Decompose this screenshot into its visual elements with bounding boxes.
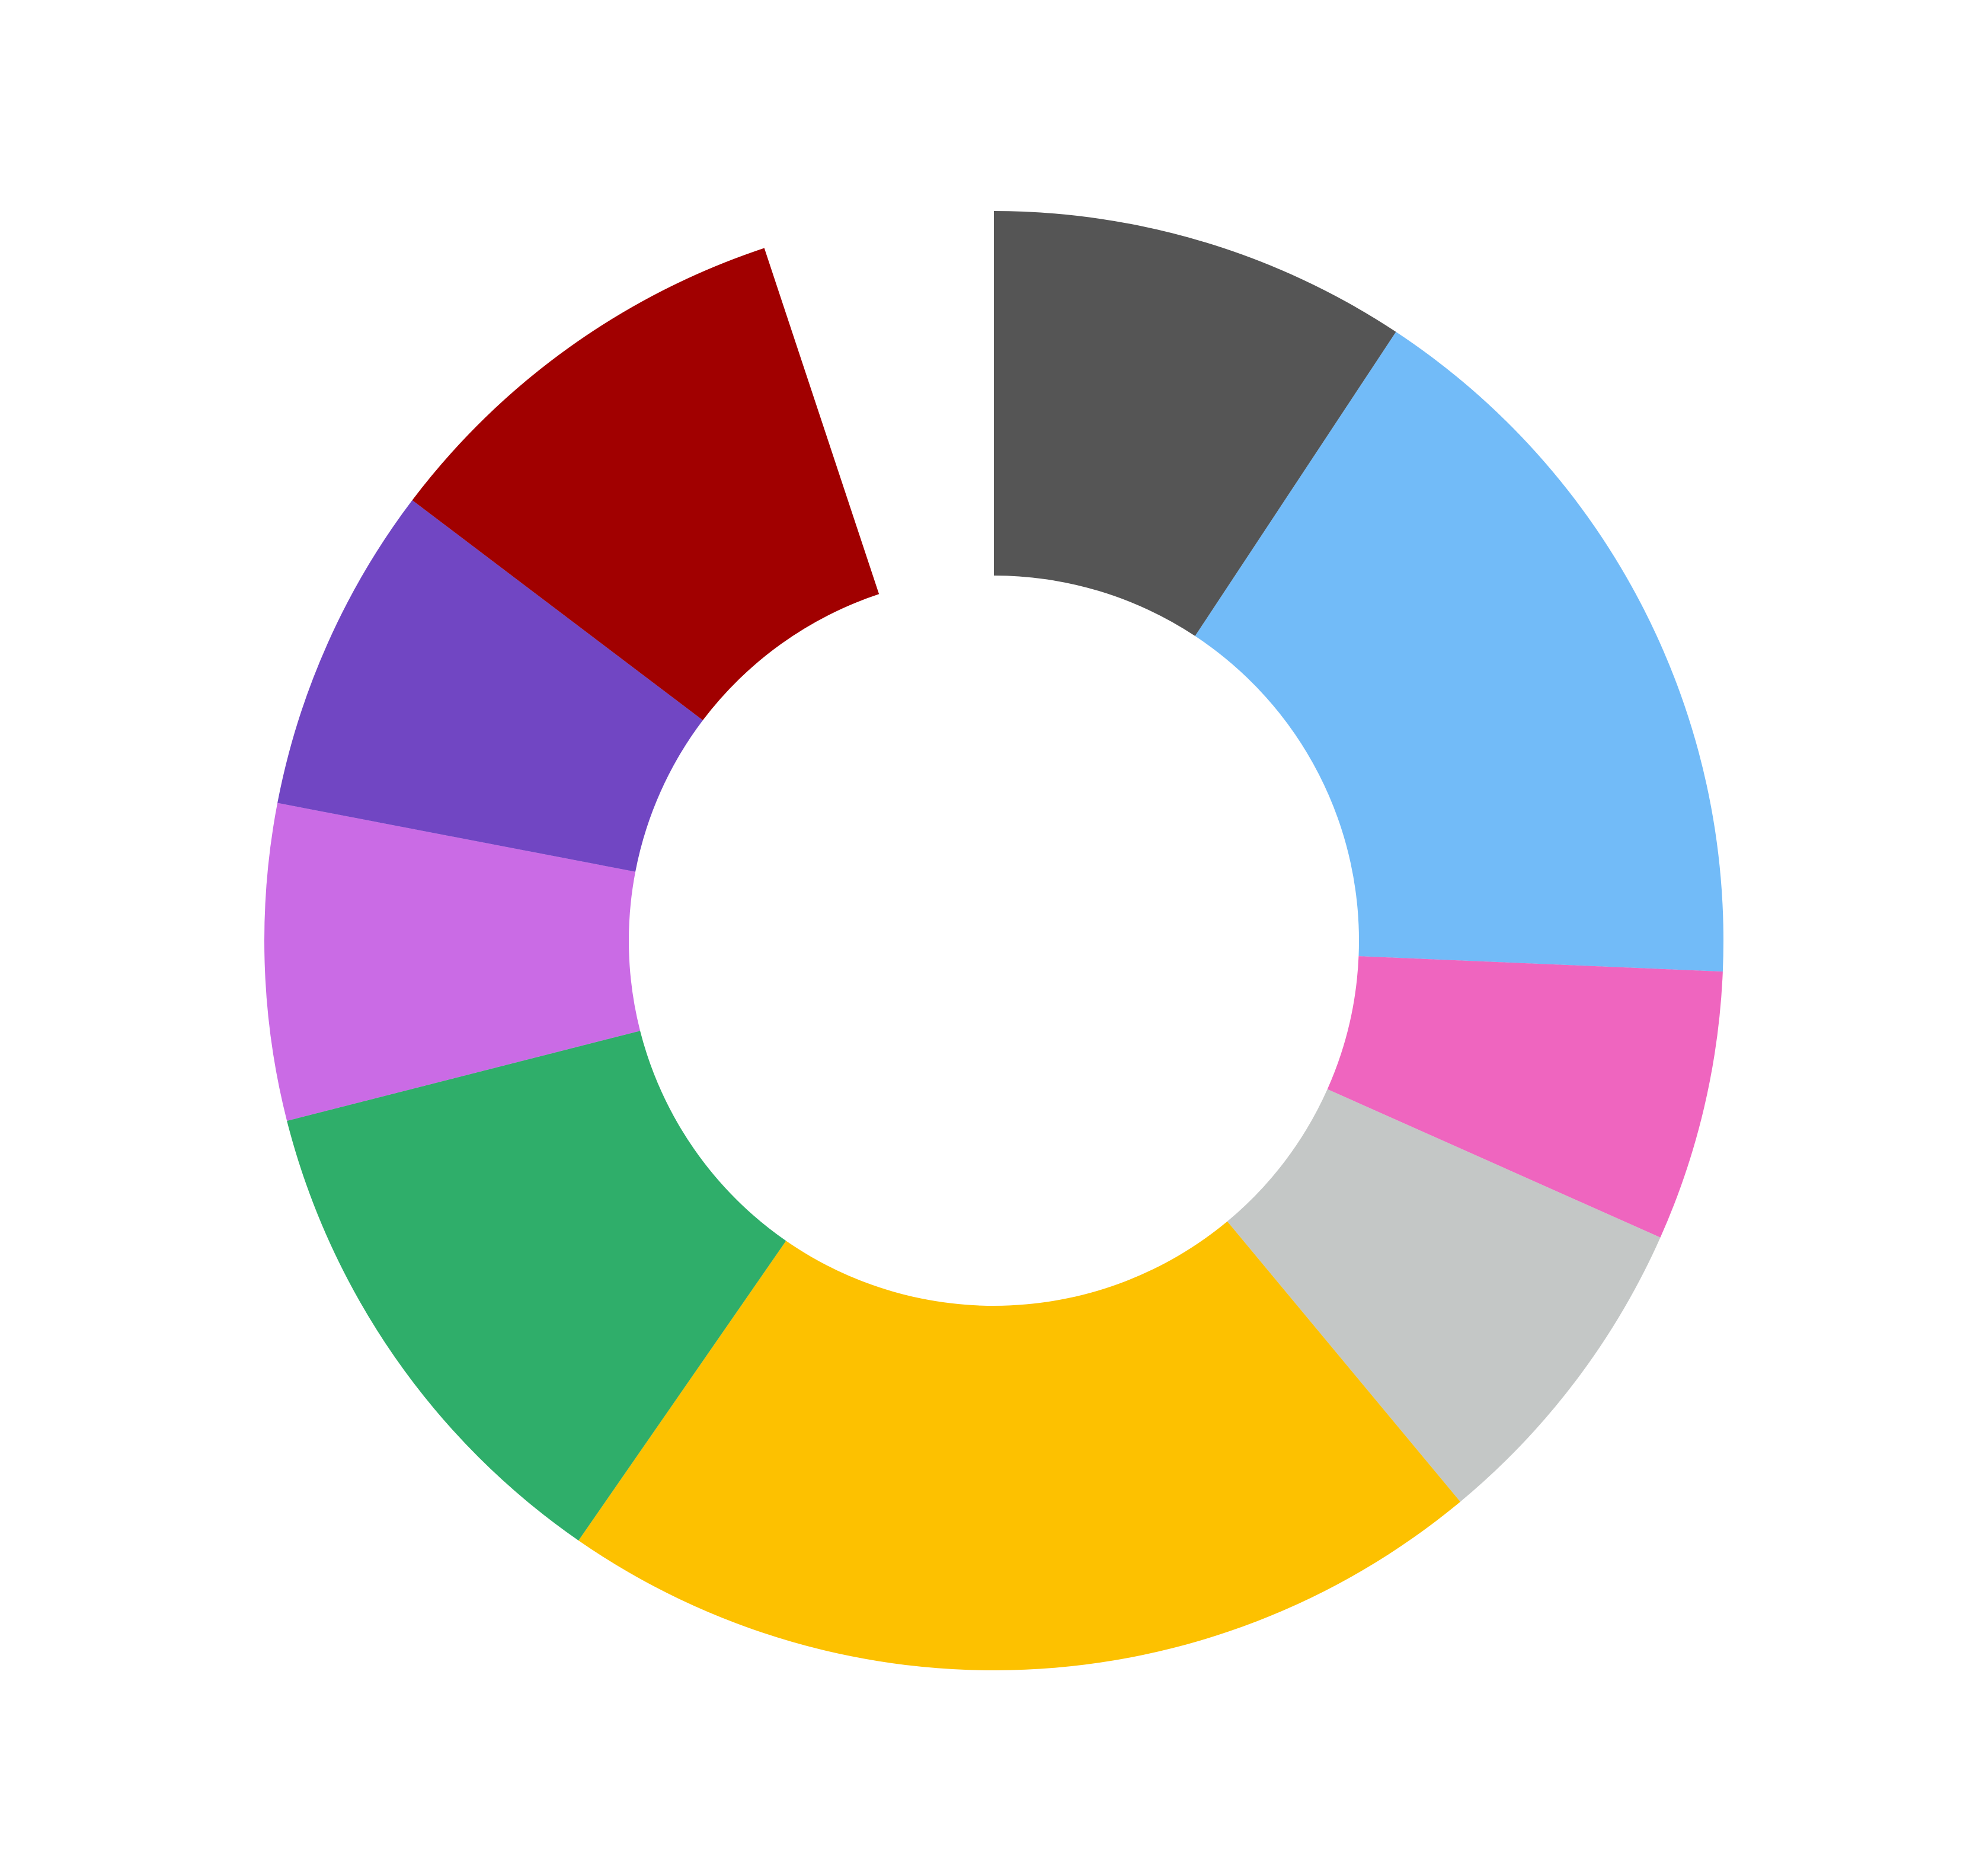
donut-slice <box>264 803 641 1121</box>
donut-slice <box>1327 956 1723 1238</box>
donut-slice <box>277 500 703 872</box>
donut-slice <box>994 211 1396 637</box>
donut-slice <box>1195 331 1723 972</box>
donut-slice <box>1227 1089 1661 1502</box>
donut-slice <box>412 248 880 721</box>
donut-slice <box>287 1031 786 1541</box>
donut-slice <box>578 1221 1460 1670</box>
